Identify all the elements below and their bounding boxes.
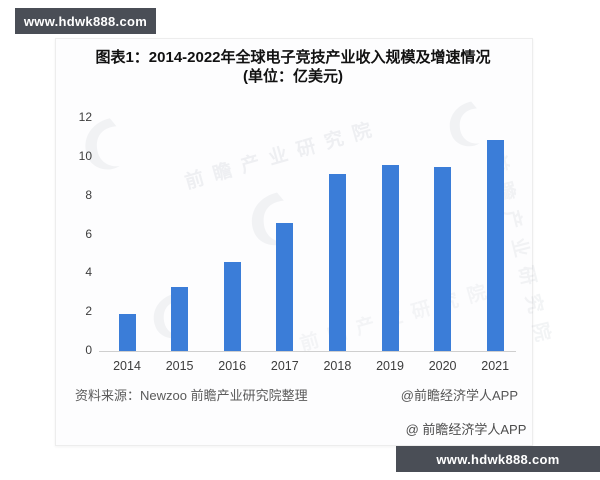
x-axis-tick-label: 2019 — [376, 359, 404, 373]
x-axis-line — [99, 351, 516, 352]
source-note: 资料来源：Newzoo 前瞻产业研究院整理 — [75, 388, 308, 403]
credit-right: @前瞻经济学人APP — [400, 388, 518, 403]
y-axis-tick-label: 6 — [85, 226, 92, 241]
bar-2017 — [276, 223, 294, 351]
chart-card — [55, 38, 533, 446]
x-axis-tick-label: 2015 — [165, 359, 194, 373]
site-banner-top-left: www.hdwk888.com — [15, 8, 156, 34]
site-banner-bottom-right: www.hdwk888.com — [396, 446, 600, 472]
bar-2020 — [434, 167, 452, 351]
bar-2016 — [223, 262, 241, 351]
y-axis-tick-label: 10 — [78, 149, 92, 163]
x-axis-tick-label: 2016 — [218, 359, 247, 373]
y-axis-tick-label: 4 — [85, 265, 92, 280]
chart-title: 图表1：2014-2022年全球电子竞技产业收入规模及增速情况 — [95, 49, 491, 66]
x-axis-tick-label: 2018 — [323, 359, 352, 373]
y-axis-tick-label: 0 — [85, 343, 92, 357]
bar-2014 — [118, 314, 136, 351]
y-axis-tick-label: 8 — [85, 187, 92, 202]
y-axis-tick-label: 2 — [85, 304, 92, 319]
x-axis-tick-label: 2021 — [481, 359, 510, 373]
x-axis-tick-label: 2020 — [428, 359, 457, 373]
y-axis-tick-label: 12 — [78, 110, 92, 125]
bar-2018 — [328, 174, 346, 351]
bar-2015 — [171, 287, 189, 351]
chart-subtitle: (单位：亿美元) — [243, 68, 343, 85]
x-axis-tick-label: 2014 — [113, 359, 141, 373]
x-axis-tick-label: 2017 — [270, 359, 299, 373]
footer-credit: @ 前瞻经济学人APP — [405, 422, 527, 437]
bar-2021 — [486, 140, 504, 351]
bar-2019 — [381, 165, 399, 351]
